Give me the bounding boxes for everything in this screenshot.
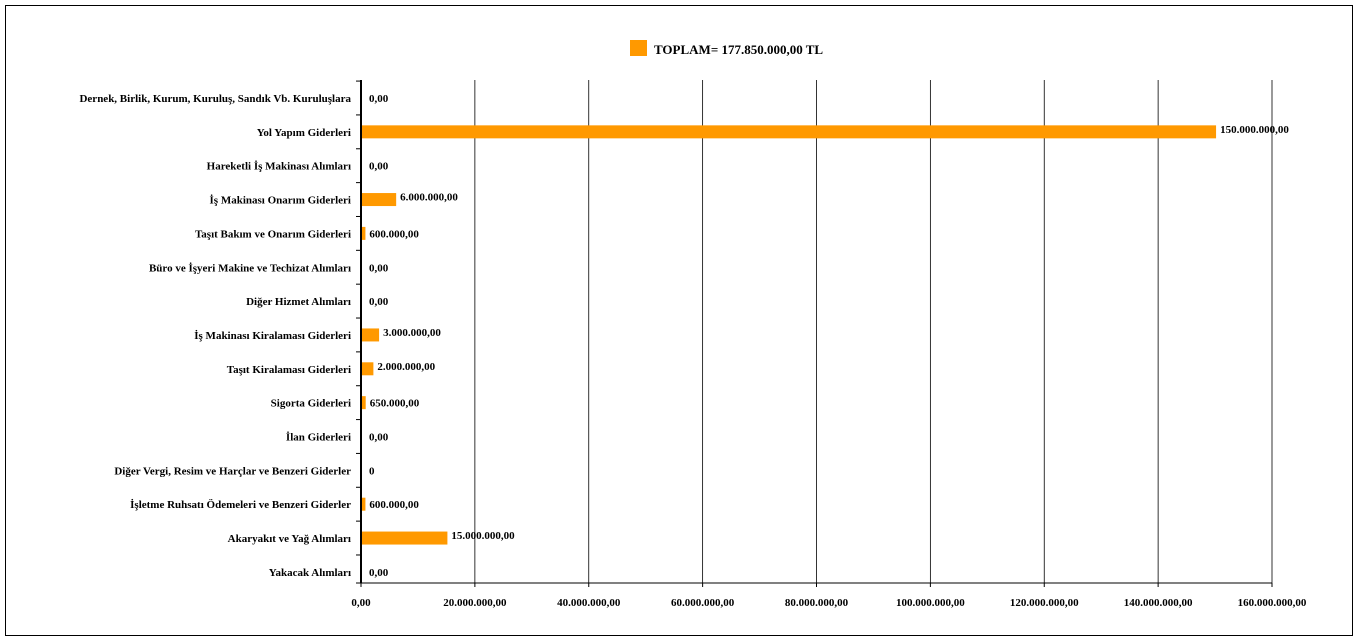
x-tick-label: 0,00 xyxy=(351,597,371,609)
bar xyxy=(362,226,366,240)
bar xyxy=(362,328,380,342)
category-label: Diğer Vergi, Resim ve Harçlar ve Benzeri… xyxy=(114,465,351,477)
data-label: 650.000,00 xyxy=(370,398,420,410)
x-tick-label: 120.000.000,00 xyxy=(1010,597,1079,609)
data-label: 0,00 xyxy=(369,567,389,579)
category-label: Taşıt Bakım ve Onarım Giderleri xyxy=(195,228,351,240)
category-label: İşletme Ruhsatı Ödemeleri ve Benzeri Gid… xyxy=(130,498,351,511)
category-label: Dernek, Birlik, Kurum, Kuruluş, Sandık V… xyxy=(79,93,351,105)
x-tick-label: 60.000.000,00 xyxy=(671,597,735,609)
category-label: Diğer Hizmet Alımları xyxy=(246,296,351,308)
category-label: Yakacak Alımları xyxy=(269,567,351,579)
data-label: 150.000.000,00 xyxy=(1220,124,1289,136)
bar xyxy=(362,396,366,410)
x-tick-label: 100.000.000,00 xyxy=(896,597,965,609)
bar xyxy=(362,497,366,511)
data-label: 0,00 xyxy=(369,93,389,105)
data-label: 6.000.000,00 xyxy=(400,192,458,204)
data-label: 3.000.000,00 xyxy=(383,327,441,339)
category-label: İş Makinası Onarım Giderleri xyxy=(210,195,351,207)
axes xyxy=(356,80,1272,584)
category-label: İş Makinası Kiralaması Giderleri xyxy=(194,330,351,342)
x-axis-ticks: 0,00 20.000.000,00 40.000.000,00 60.000.000… xyxy=(351,583,1307,609)
bar xyxy=(362,125,1217,139)
category-label: Akaryakıt ve Yağ Alımları xyxy=(228,533,351,545)
data-label: 2.000.000,00 xyxy=(377,361,435,373)
chart-frame xyxy=(5,5,1353,636)
x-tick-label: 80.000.000,00 xyxy=(785,597,849,609)
bar xyxy=(362,193,397,207)
category-label: Hareketli İş Makinası Alımları xyxy=(207,161,351,173)
x-tick-label: 160.000.000,00 xyxy=(1238,597,1307,609)
category-label: Taşıt Kiralaması Giderleri xyxy=(227,364,351,376)
x-tick-label: 140.000.000,00 xyxy=(1124,597,1193,609)
data-label: 0,00 xyxy=(369,161,389,173)
data-label: 0,00 xyxy=(369,296,389,308)
gridlines xyxy=(474,80,1273,583)
bars xyxy=(362,125,1217,545)
data-labels: 0,00 150.000.000,00 0,00 6.000.000,00 600.00… xyxy=(369,93,1289,579)
data-label: 0,00 xyxy=(369,262,389,274)
bar xyxy=(362,362,374,376)
category-label: Yol Yapım Giderleri xyxy=(257,127,351,139)
legend: TOPLAM= 177.850.000,00 TL xyxy=(630,40,823,57)
x-tick-label: 20.000.000,00 xyxy=(443,597,507,609)
data-label: 600.000,00 xyxy=(369,499,419,511)
category-labels: Dernek, Birlik, Kurum, Kuruluş, Sandık V… xyxy=(79,93,351,579)
legend-label: TOPLAM= 177.850.000,00 TL xyxy=(654,42,823,57)
data-label: 15.000.000,00 xyxy=(451,530,515,542)
category-label: Sigorta Giderleri xyxy=(271,398,351,410)
category-label: Büro ve İşyeri Makine ve Techizat Alımla… xyxy=(149,262,351,274)
x-tick-label: 40.000.000,00 xyxy=(557,597,621,609)
data-label: 600.000,00 xyxy=(369,228,419,240)
data-label: 0 xyxy=(369,465,375,477)
data-label: 0,00 xyxy=(369,432,389,444)
legend-swatch xyxy=(630,40,647,56)
bar xyxy=(362,531,448,545)
category-label: İlan Giderleri xyxy=(286,432,351,444)
